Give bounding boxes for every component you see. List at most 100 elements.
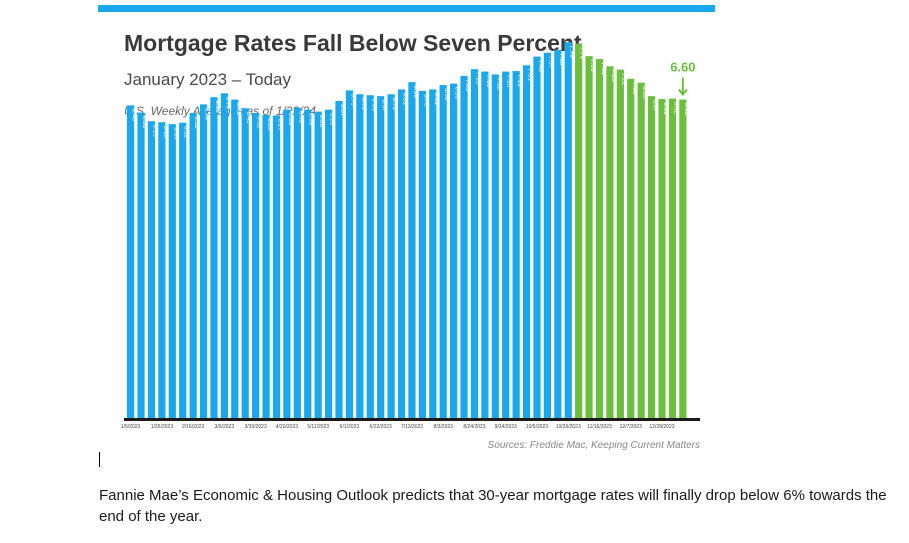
bar-value-label: 6.27	[276, 118, 283, 131]
bar-value-label: 7.19	[516, 74, 523, 87]
bar-value-label: 6.28	[266, 118, 273, 131]
bar	[262, 114, 270, 419]
bar	[127, 105, 135, 418]
bar-value-label: 6.96	[412, 85, 419, 98]
bar	[366, 95, 374, 419]
bar-value-label: 6.39	[329, 113, 336, 126]
callout-arrow-icon	[678, 88, 688, 97]
bar	[439, 85, 447, 418]
x-tick-label: 3/9/2023	[215, 424, 235, 430]
bar	[658, 99, 666, 418]
x-tick-label: 5/11/2023	[307, 424, 329, 430]
bar-value-label: 7.09	[464, 79, 471, 92]
x-tick-label: 3/30/2023	[245, 424, 267, 430]
bar-value-label: 7.76	[579, 47, 586, 60]
chart-sources: Sources: Freddie Mac, Keeping Current Ma…	[487, 440, 700, 451]
bar-value-label: 6.60	[235, 103, 242, 116]
bar	[241, 108, 249, 419]
chart-note: U.S. Weekly Averages as of 1/22/24	[124, 104, 316, 118]
x-tick-label: 4/20/2023	[276, 424, 298, 430]
bar	[335, 101, 343, 418]
bar	[491, 74, 499, 419]
bar-value-label: 7.18	[485, 75, 492, 88]
body-paragraph: Fannie Mae’s Economic & Housing Outlook …	[99, 487, 887, 525]
x-tick-label: 8/3/2023	[433, 424, 453, 430]
bar-value-label: 6.57	[339, 104, 346, 117]
bar-value-label: 6.71	[391, 97, 398, 110]
bar-value-label: 6.78	[422, 94, 429, 107]
bar	[314, 111, 322, 419]
bar	[387, 94, 395, 419]
chart-title: Mortgage Rates Fall Below Seven Percent	[124, 30, 582, 56]
bar	[679, 99, 687, 419]
bar	[324, 109, 333, 419]
bar	[575, 43, 583, 418]
bar	[522, 65, 531, 418]
x-tick-label: 9/14/2023	[495, 424, 517, 430]
bar	[168, 124, 176, 418]
bar	[283, 109, 291, 419]
bar-value-label: 7.23	[474, 72, 481, 85]
bar	[137, 112, 145, 418]
bar-value-label: 6.61	[662, 102, 669, 115]
bar	[637, 82, 645, 418]
bar	[272, 115, 281, 418]
bar-value-label: 7.22	[620, 73, 627, 86]
x-tick-label: 1/5/2023	[121, 424, 141, 430]
bar-value-label: 7.29	[610, 69, 617, 82]
bar	[648, 96, 656, 419]
bar	[616, 69, 624, 418]
x-tick-label: 8/24/2023	[463, 424, 485, 430]
bar-value-label: 7.18	[506, 75, 513, 88]
bar-value-label: 6.13	[162, 125, 169, 138]
bar-value-label: 7.79	[568, 45, 575, 58]
bar-value-label: 6.48	[131, 108, 138, 121]
bar-value-label: 6.81	[402, 92, 409, 105]
bar-value-label: 7.50	[589, 59, 596, 72]
bar	[668, 98, 677, 418]
chart-subtitle: January 2023 – Today	[124, 70, 291, 89]
bar-value-label: 6.39	[287, 113, 294, 126]
bar	[356, 94, 364, 419]
bar-value-label: 6.39	[308, 113, 315, 126]
bar	[252, 113, 260, 418]
bar-value-label: 6.93	[454, 87, 461, 100]
bar-value-label: 6.67	[652, 99, 659, 112]
bar-value-label: 7.63	[558, 53, 565, 66]
bar-value-label: 6.50	[204, 107, 211, 120]
bar-value-label: 6.79	[349, 93, 356, 106]
bar	[397, 89, 406, 419]
x-tick-label: 12/7/2023	[620, 424, 642, 430]
bar	[231, 99, 239, 419]
x-tick-label: 6/1/2023	[340, 424, 360, 430]
x-tick-label: 10/26/2023	[556, 424, 581, 430]
bar-value-label: 6.81	[433, 92, 440, 105]
bar	[627, 78, 635, 419]
bar	[554, 49, 562, 418]
bar-value-label: 6.15	[151, 124, 158, 137]
bar	[512, 71, 520, 418]
bar-value-label: 6.12	[183, 126, 190, 139]
bar-value-label: 6.43	[297, 111, 304, 124]
bar	[470, 69, 479, 419]
bar-value-label: 6.60	[683, 103, 690, 116]
bar-value-label: 6.33	[141, 116, 148, 129]
bar	[408, 82, 416, 419]
x-tick-label: 7/13/2023	[401, 424, 423, 430]
bar-value-label: 6.62	[672, 102, 679, 115]
bar-value-label: 7.57	[547, 56, 554, 69]
bar	[502, 71, 510, 418]
callout-label: 6.60	[670, 60, 695, 75]
bar-value-label: 6.35	[318, 115, 325, 128]
header-accent-rule	[98, 5, 715, 12]
bar	[418, 90, 426, 419]
bar-value-label: 6.09	[172, 127, 179, 140]
bar-value-label: 6.95	[641, 86, 648, 99]
bar	[595, 59, 604, 419]
bar	[210, 97, 218, 418]
bar	[199, 104, 208, 419]
bar-value-label: 6.73	[224, 96, 231, 109]
text-cursor	[99, 452, 100, 467]
bar	[585, 56, 593, 419]
bar-value-label: 7.44	[600, 62, 607, 75]
